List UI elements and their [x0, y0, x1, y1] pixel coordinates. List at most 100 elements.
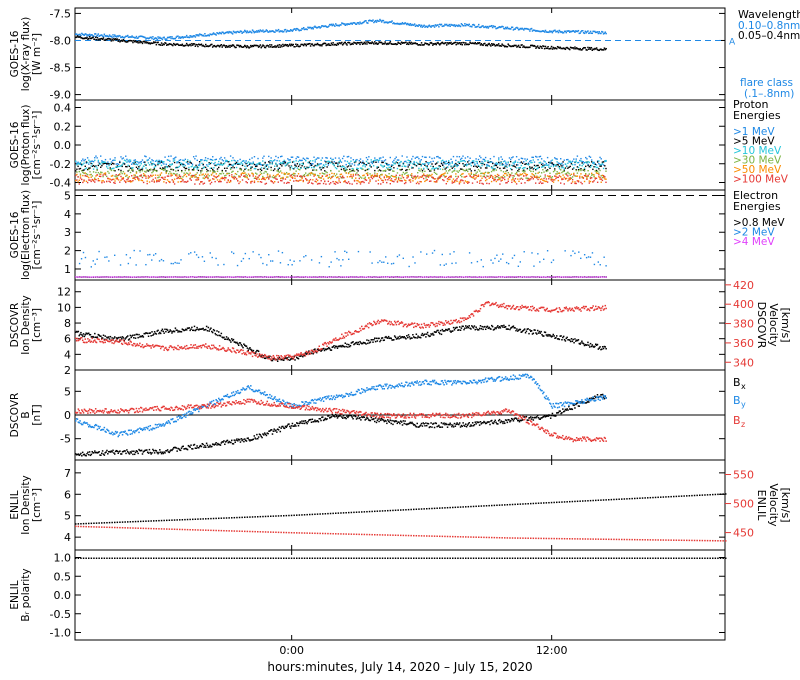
data-point: [228, 338, 230, 341]
data-point: [374, 174, 376, 176]
data-point: [221, 159, 223, 161]
data-point: [274, 159, 276, 161]
data-point: [557, 179, 560, 182]
data-point: [156, 276, 159, 278]
data-point: [131, 175, 133, 177]
data-point: [302, 179, 305, 182]
data-point: [579, 32, 581, 34]
data-point: [260, 256, 262, 259]
data-point: [301, 276, 303, 278]
data-point: [158, 43, 160, 46]
data-point: [80, 276, 83, 278]
data-point: [452, 24, 454, 26]
data-point: [546, 276, 549, 278]
data-point: [140, 174, 142, 176]
data-point: [141, 176, 144, 179]
data-point: [550, 160, 552, 162]
data-point: [447, 160, 450, 162]
data-point: [517, 174, 519, 176]
data-point: [104, 172, 107, 174]
data-point: [459, 179, 462, 181]
data-point: [523, 45, 525, 47]
data-point: [356, 22, 359, 24]
data-point: [304, 28, 307, 30]
data-point: [91, 34, 93, 36]
data-point: [470, 176, 473, 178]
data-point: [451, 167, 453, 169]
data-point: [178, 330, 180, 332]
data-point: [319, 166, 321, 169]
data-point: [580, 173, 582, 175]
data-point: [90, 276, 92, 278]
data-point: [464, 176, 467, 178]
data-point: [363, 174, 365, 176]
data-point: [252, 349, 255, 352]
data-point: [306, 167, 308, 169]
data-point: [88, 334, 91, 336]
data-point: [369, 251, 371, 253]
data-point: [271, 276, 274, 278]
data-point: [256, 276, 258, 278]
data-point: [431, 176, 433, 178]
data-point: [404, 22, 406, 24]
data-point: [598, 31, 600, 33]
data-point: [605, 276, 607, 278]
data-point: [293, 260, 295, 262]
data-point: [473, 165, 475, 168]
data-point: [188, 276, 190, 278]
data-point: [529, 179, 531, 181]
data-point: [352, 175, 355, 177]
data-point: [313, 166, 315, 169]
data-point: [426, 175, 428, 177]
data-point: [383, 177, 386, 179]
data-point: [289, 167, 291, 169]
data-point: [103, 172, 105, 175]
data-point: [374, 20, 376, 23]
data-point: [279, 30, 282, 32]
data-point: [364, 169, 366, 172]
data-point: [552, 165, 555, 168]
data-point: [187, 180, 189, 182]
data-point: [405, 22, 407, 25]
data-point: [515, 276, 518, 278]
data-point: [509, 173, 512, 176]
data-point: [158, 160, 160, 163]
data-point: [288, 181, 290, 184]
data-point: [349, 22, 352, 25]
data-point: [392, 22, 394, 25]
data-point: [548, 178, 550, 180]
data-point: [582, 177, 585, 179]
data-point: [203, 177, 206, 180]
data-point: [495, 162, 498, 164]
data-point: [266, 30, 269, 32]
data-point: [458, 161, 461, 163]
data-point: [348, 23, 351, 26]
data-point: [127, 40, 129, 43]
data-point: [85, 332, 87, 334]
data-point: [179, 330, 181, 333]
data-point: [232, 176, 234, 179]
data-point: [115, 166, 117, 168]
data-point: [394, 157, 396, 160]
data-point: [339, 42, 341, 44]
data-point: [272, 30, 275, 33]
data-point: [195, 179, 197, 181]
data-point: [244, 344, 246, 347]
data-point: [409, 23, 412, 25]
data-point: [116, 38, 119, 40]
data-point: [376, 166, 378, 168]
y-tick-label: 2: [64, 364, 71, 377]
data-point: [100, 173, 102, 175]
data-point: [215, 158, 218, 161]
data-point: [418, 24, 420, 26]
data-point: [469, 25, 471, 28]
data-point: [352, 169, 355, 171]
data-point: [430, 161, 432, 163]
data-point: [123, 276, 126, 278]
data-point: [513, 179, 515, 182]
data-point: [360, 22, 362, 25]
data-point: [479, 26, 482, 29]
data-point: [387, 262, 389, 264]
data-point: [427, 168, 430, 171]
data-point: [530, 175, 532, 178]
